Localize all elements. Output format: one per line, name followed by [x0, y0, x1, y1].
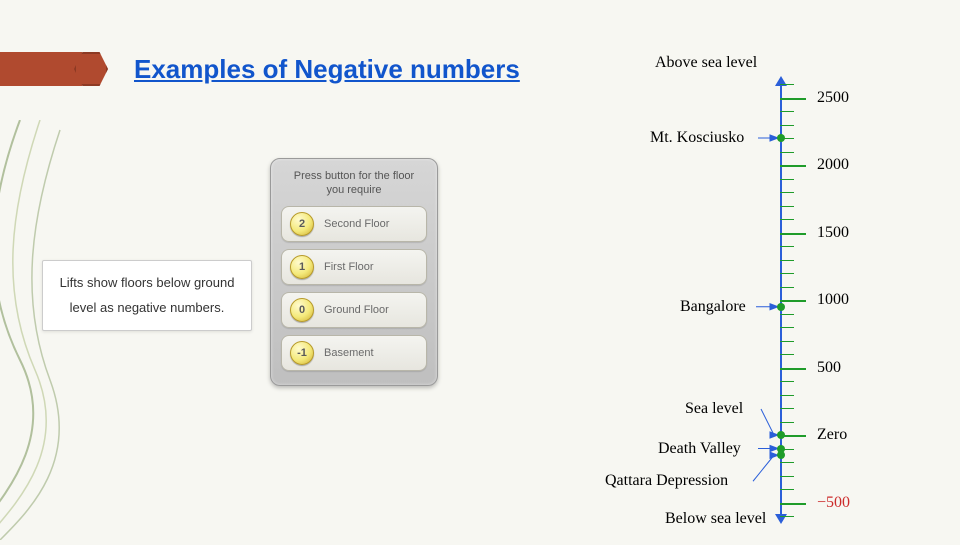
minor-tick	[780, 287, 794, 288]
floor-label: Ground Floor	[324, 304, 389, 316]
minor-tick	[780, 516, 794, 517]
minor-tick	[780, 489, 794, 490]
minor-tick	[780, 260, 794, 261]
elevator-header: Press button for the floor you require	[281, 169, 427, 198]
minor-tick	[780, 125, 794, 126]
altitude-point	[777, 303, 785, 311]
major-tick	[780, 98, 806, 100]
tick-label: 2000	[817, 156, 849, 174]
minor-tick	[780, 422, 794, 423]
floor-button[interactable]: -1	[290, 341, 314, 365]
minor-tick	[780, 341, 794, 342]
major-tick	[780, 233, 806, 235]
minor-tick	[780, 381, 794, 382]
floor-row[interactable]: -1 Basement	[281, 335, 427, 371]
floor-row[interactable]: 2 Second Floor	[281, 206, 427, 242]
major-tick	[780, 300, 806, 302]
altitude-point	[777, 134, 785, 142]
minor-tick	[780, 192, 794, 193]
major-tick	[780, 165, 806, 167]
minor-tick	[780, 179, 794, 180]
floor-button[interactable]: 2	[290, 212, 314, 236]
chart-title-below: Below sea level	[665, 510, 766, 528]
minor-tick	[780, 273, 794, 274]
minor-tick	[780, 395, 794, 396]
floor-button[interactable]: 0	[290, 298, 314, 322]
zero-label: Zero	[817, 426, 847, 444]
floor-button[interactable]: 1	[290, 255, 314, 279]
altitude-chart: Above sea level 2500200015001000500−500Z…	[585, 48, 945, 528]
minor-tick	[780, 219, 794, 220]
minor-tick	[780, 246, 794, 247]
slide-title: Examples of Negative numbers	[134, 54, 520, 85]
minor-tick	[780, 354, 794, 355]
tick-label: −500	[817, 494, 850, 512]
place-label: Bangalore	[680, 298, 746, 316]
elevator-panel: Press button for the floor you require 2…	[270, 158, 438, 386]
tick-label: 2500	[817, 89, 849, 107]
altitude-point	[777, 451, 785, 459]
minor-tick	[780, 327, 794, 328]
place-label: Mt. Kosciusko	[650, 129, 744, 147]
title-banner: Examples of Negative numbers	[0, 52, 520, 86]
minor-tick	[780, 408, 794, 409]
altitude-point	[777, 431, 785, 439]
tick-label: 500	[817, 359, 841, 377]
minor-tick	[780, 111, 794, 112]
minor-tick	[780, 84, 794, 85]
floor-label: Basement	[324, 347, 374, 359]
minor-tick	[780, 314, 794, 315]
lift-caption-box: Lifts show floors below ground level as …	[42, 260, 252, 331]
caption-line-1: Lifts show floors below ground	[51, 271, 243, 296]
minor-tick	[780, 462, 794, 463]
minor-tick	[780, 206, 794, 207]
major-tick	[780, 368, 806, 370]
floor-label: Second Floor	[324, 218, 389, 230]
banner-bar	[0, 52, 82, 86]
floor-row[interactable]: 0 Ground Floor	[281, 292, 427, 328]
tick-label: 1000	[817, 291, 849, 309]
tick-label: 1500	[817, 224, 849, 242]
major-tick	[780, 503, 806, 505]
caption-line-2: level as negative numbers.	[51, 296, 243, 321]
floor-row[interactable]: 1 First Floor	[281, 249, 427, 285]
place-label: Death Valley	[658, 440, 741, 458]
minor-tick	[780, 152, 794, 153]
minor-tick	[780, 476, 794, 477]
leader-lines	[585, 48, 945, 528]
place-label: Qattara Depression	[605, 472, 728, 490]
floor-label: First Floor	[324, 261, 374, 273]
place-label: Sea level	[685, 400, 743, 418]
